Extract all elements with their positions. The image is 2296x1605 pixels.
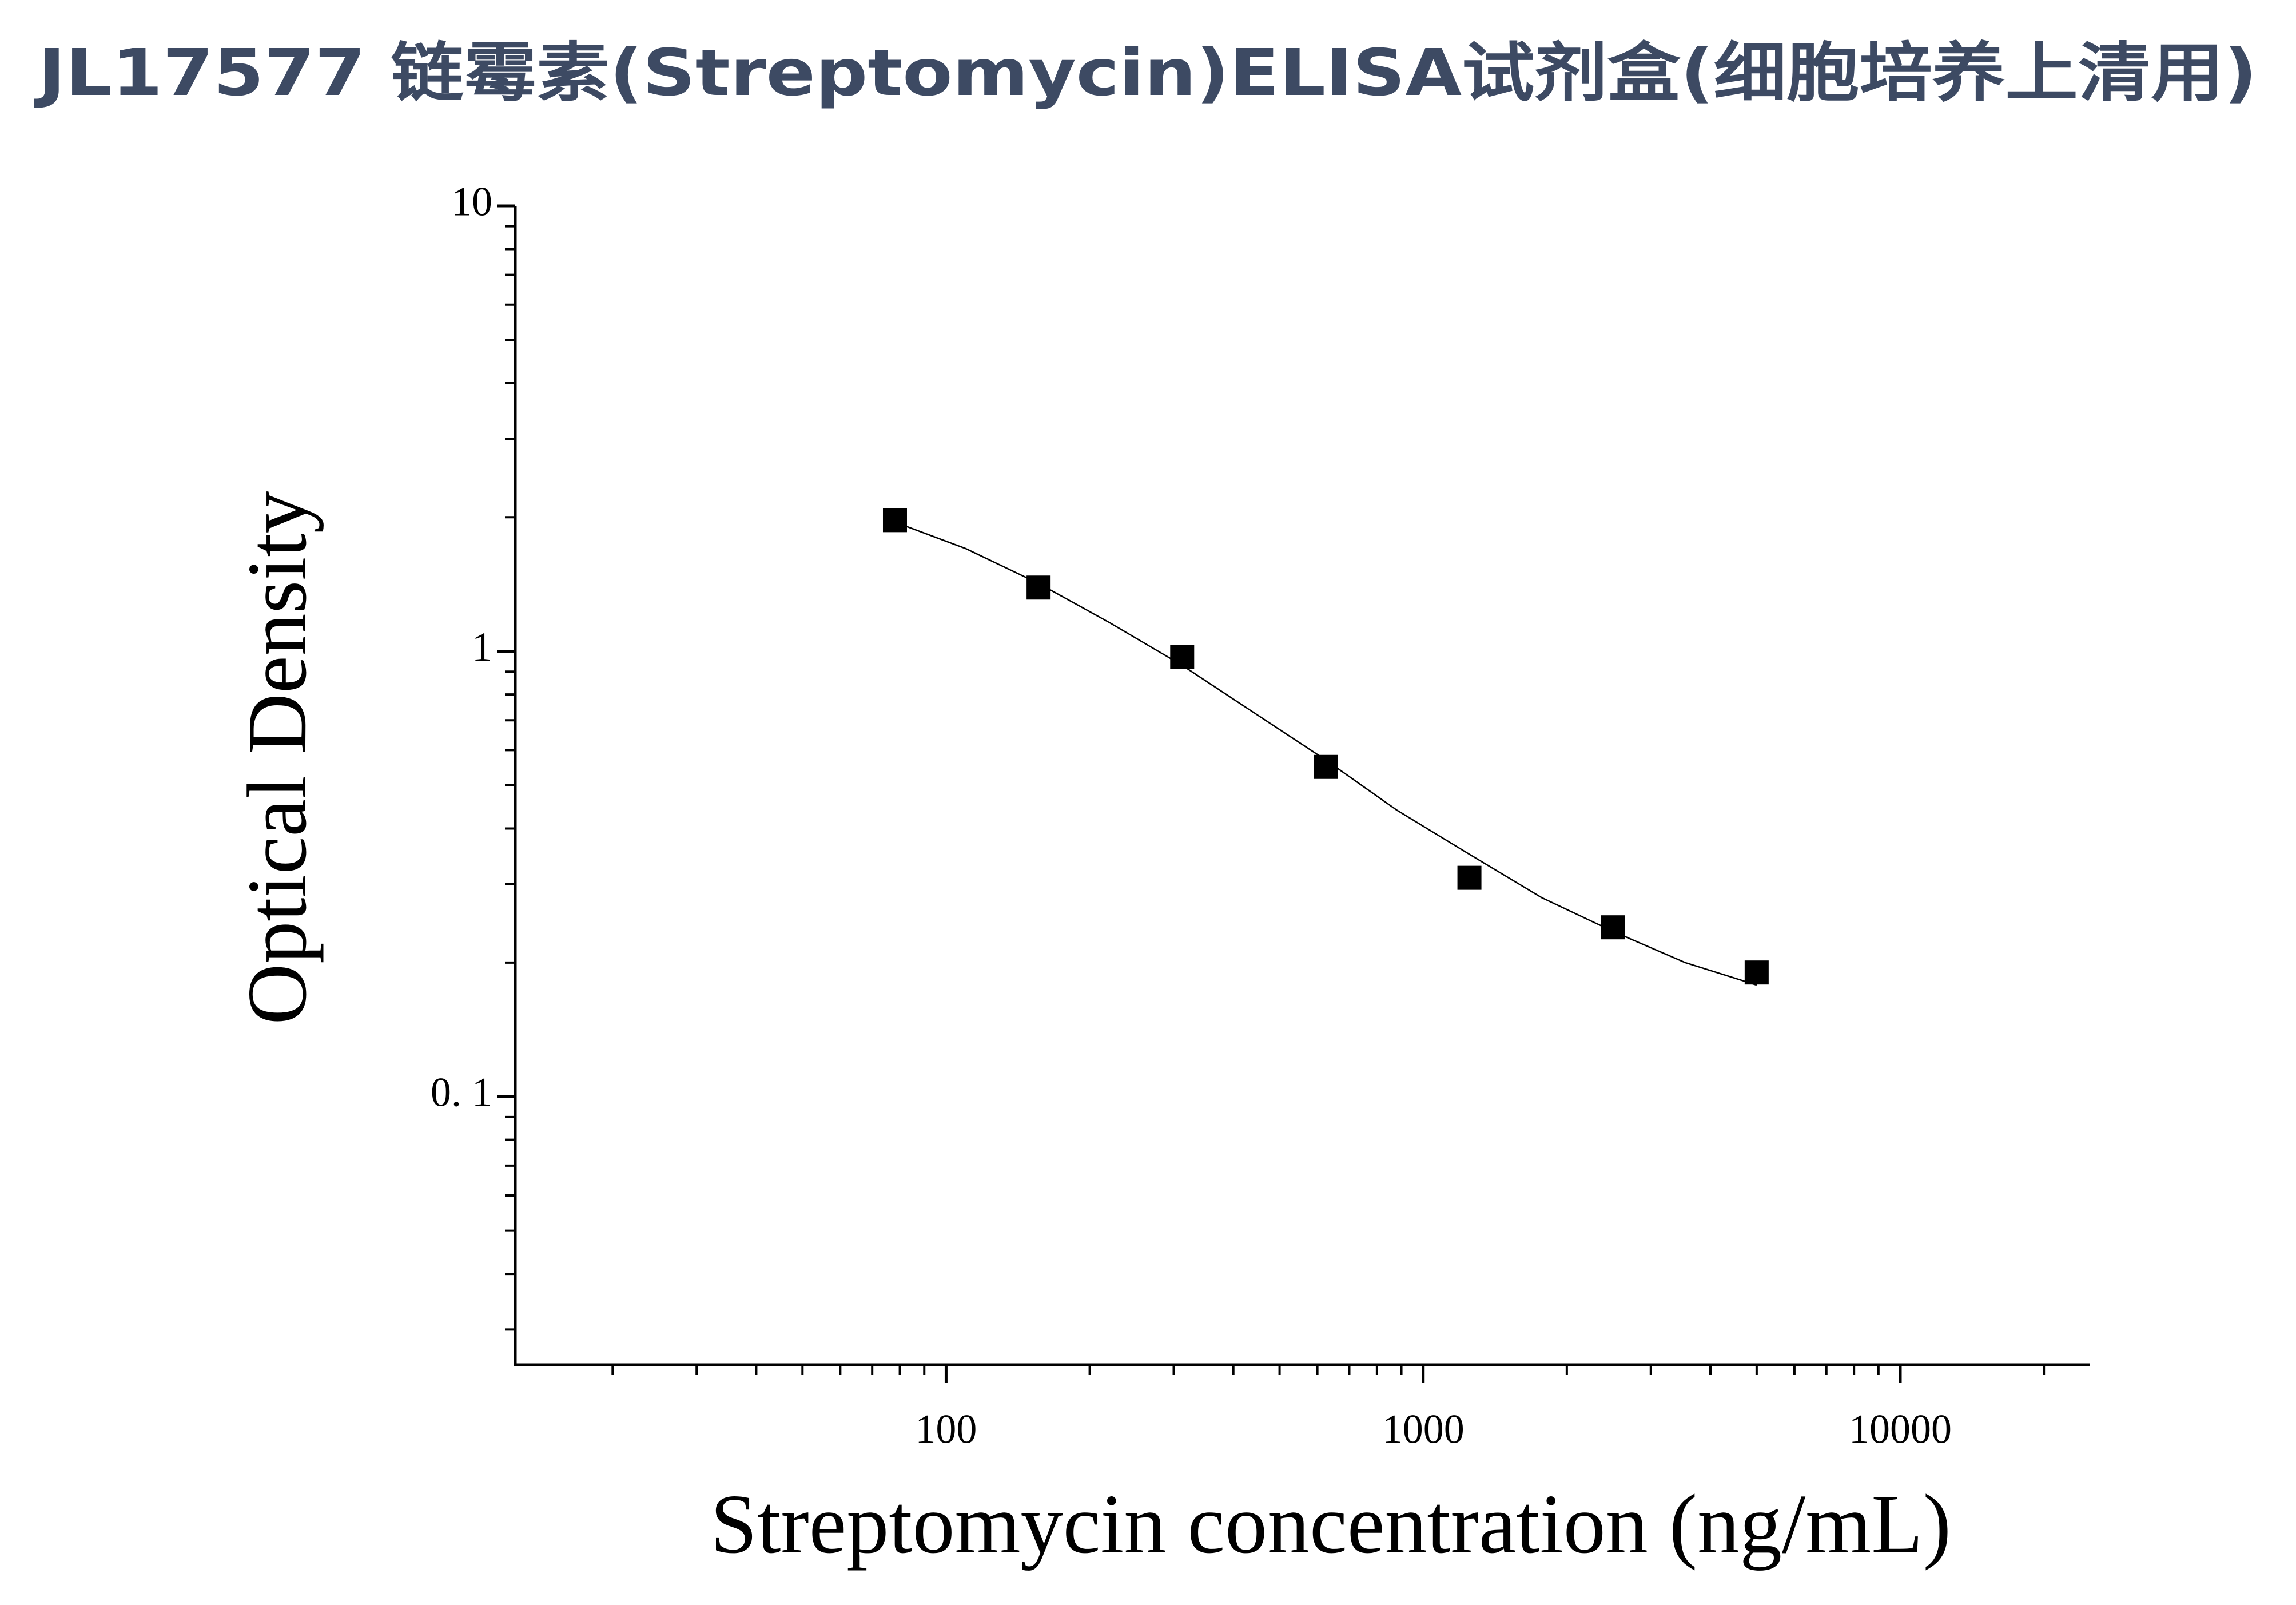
data-point bbox=[1457, 865, 1482, 890]
data-point bbox=[882, 508, 907, 533]
data-point bbox=[1601, 915, 1625, 940]
data-point bbox=[1314, 754, 1338, 779]
x-axis-label: Streptomycin concentration (ng/mL) bbox=[710, 1477, 1951, 1571]
data-point bbox=[1170, 645, 1195, 669]
x-tick-label: 100 bbox=[915, 1407, 977, 1452]
y-tick-label: 10 bbox=[451, 179, 492, 225]
chart-title: JL17577 链霉素(Streptomycin)ELISA试剂盒(细胞培养上清… bbox=[34, 36, 2257, 110]
fit-curve bbox=[894, 521, 1757, 986]
y-tick-label: 0. 1 bbox=[431, 1070, 492, 1115]
data-point bbox=[1744, 960, 1769, 985]
data-point bbox=[1026, 575, 1051, 600]
x-tick-label: 1000 bbox=[1382, 1407, 1465, 1452]
y-tick-label: 1 bbox=[472, 624, 492, 670]
x-tick-label: 10000 bbox=[1849, 1407, 1952, 1452]
y-axis-label: Optical Density bbox=[230, 491, 324, 1024]
